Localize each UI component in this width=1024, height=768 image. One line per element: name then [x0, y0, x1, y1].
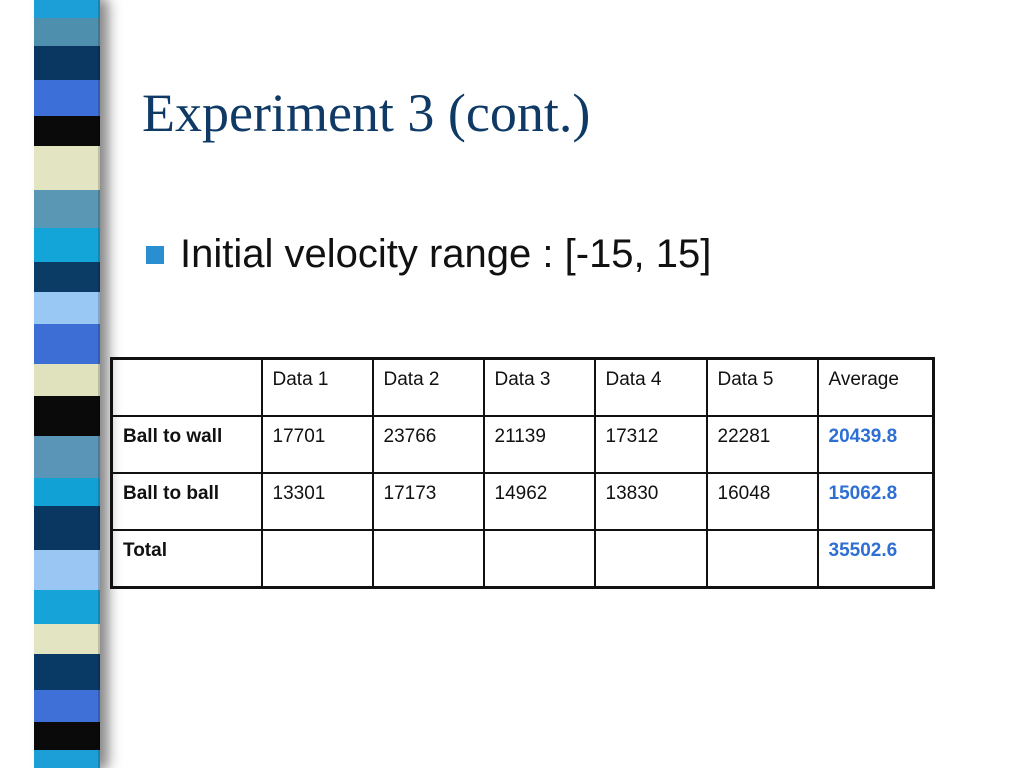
header-cell: Data 1 [260, 357, 374, 417]
table-cell: 17173 [371, 472, 485, 531]
decorative-stripe [34, 590, 100, 624]
table-row: Total 35502.6 [110, 529, 935, 589]
decorative-stripe [34, 0, 100, 18]
bullet-text: Initial velocity range : [-15, 15] [180, 232, 712, 276]
table-row: Ball to ball 13301 17173 14962 13830 160… [110, 472, 935, 531]
bullet-item: Initial velocity range : [-15, 15] [146, 232, 711, 277]
decorative-stripe [34, 80, 100, 116]
decorative-stripe [34, 436, 100, 478]
results-table: Data 1 Data 2 Data 3 Data 4 Data 5 Avera… [110, 357, 935, 589]
decorative-stripe [34, 228, 100, 262]
slide-title: Experiment 3 (cont.) [142, 83, 591, 143]
table-cell [705, 529, 819, 589]
table-cell [482, 529, 596, 589]
table-cell: 13830 [593, 472, 708, 531]
header-cell: Data 4 [593, 357, 708, 417]
decorative-stripe [34, 396, 100, 436]
decorative-stripe [34, 722, 100, 750]
header-cell: Data 3 [482, 357, 596, 417]
decorative-stripe [34, 190, 100, 228]
decorative-stripe [34, 364, 100, 396]
decorative-stripe [34, 18, 100, 46]
header-cell: Average [816, 357, 935, 417]
decorative-stripe [34, 654, 100, 690]
decorative-stripe [34, 146, 100, 190]
decorative-stripe [34, 550, 100, 590]
decorative-stripe [34, 46, 100, 80]
decorative-stripe [34, 506, 100, 550]
header-cell: Data 2 [371, 357, 485, 417]
table-cell: 21139 [482, 415, 596, 474]
average-cell: 35502.6 [816, 529, 935, 589]
table-cell: 17701 [260, 415, 374, 474]
row-label: Ball to ball [110, 472, 263, 531]
header-cell: Data 5 [705, 357, 819, 417]
decorative-stripe [34, 262, 100, 292]
square-bullet-icon [146, 245, 164, 264]
decorative-stripe [34, 690, 100, 722]
table-cell: 22281 [705, 415, 819, 474]
table-cell: 16048 [705, 472, 819, 531]
decorative-stripe [34, 750, 100, 768]
table-header-row: Data 1 Data 2 Data 3 Data 4 Data 5 Avera… [110, 357, 935, 417]
decorative-stripe-bar [34, 0, 100, 768]
decorative-stripe [34, 324, 100, 364]
table-cell [260, 529, 374, 589]
header-cell-empty [110, 357, 263, 417]
table-cell: 13301 [260, 472, 374, 531]
table-cell: 23766 [371, 415, 485, 474]
row-label: Ball to wall [110, 415, 263, 474]
table-cell: 17312 [593, 415, 708, 474]
table-cell [593, 529, 708, 589]
decorative-stripe [34, 624, 100, 654]
decorative-stripe [34, 292, 100, 324]
decorative-stripe [34, 478, 100, 506]
average-cell: 15062.8 [816, 472, 935, 531]
row-label: Total [110, 529, 263, 589]
decorative-stripe [34, 116, 100, 146]
table-row: Ball to wall 17701 23766 21139 17312 222… [110, 415, 935, 474]
table-cell: 14962 [482, 472, 596, 531]
table-cell [371, 529, 485, 589]
stripe-shadow [98, 0, 112, 768]
average-cell: 20439.8 [816, 415, 935, 474]
